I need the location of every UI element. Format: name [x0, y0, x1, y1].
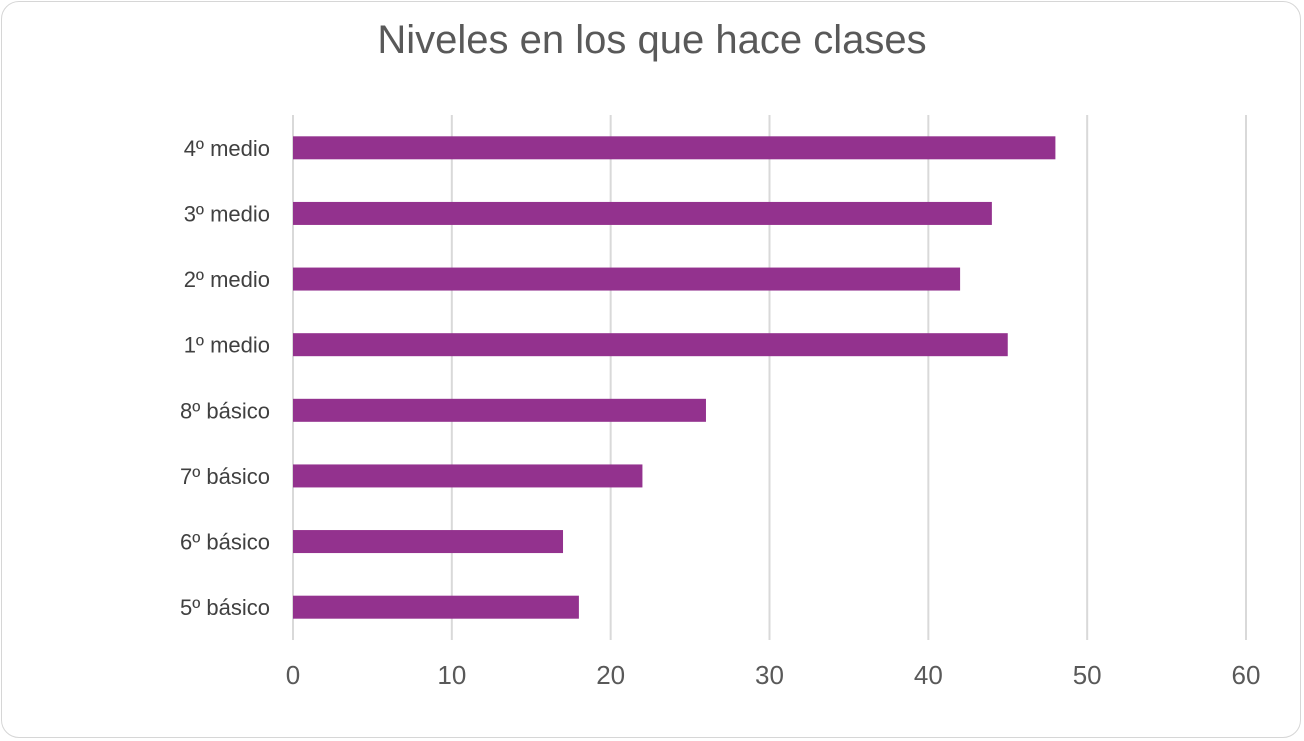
- category-label: 4º medio: [184, 136, 270, 161]
- bar: [293, 333, 1008, 357]
- category-label: 1º medio: [184, 333, 270, 358]
- x-tick-label: 10: [437, 660, 466, 690]
- bar: [293, 530, 564, 554]
- chart-title: Niveles en los que hace clases: [377, 18, 927, 62]
- bar: [293, 136, 1056, 160]
- bar: [293, 398, 706, 422]
- x-tick-label: 40: [914, 660, 943, 690]
- gridlines: [292, 115, 1247, 640]
- x-axis-ticks: 0 10 20 30 40 50 60: [286, 660, 1261, 690]
- bar: [293, 595, 579, 619]
- bar: [293, 267, 961, 291]
- category-label: 2º medio: [184, 267, 270, 292]
- bar: [293, 464, 643, 488]
- category-label: 7º básico: [180, 464, 270, 489]
- x-tick-label: 30: [755, 660, 784, 690]
- category-labels: 5º básico 6º básico 7º básico 8º básico 1º m…: [180, 136, 270, 620]
- x-tick-label: 50: [1073, 660, 1102, 690]
- category-label: 6º básico: [180, 530, 270, 555]
- category-label: 8º básico: [180, 398, 270, 423]
- x-tick-label: 60: [1232, 660, 1261, 690]
- bars: [293, 136, 1056, 619]
- x-tick-label: 0: [286, 660, 300, 690]
- category-label: 5º básico: [180, 595, 270, 620]
- x-tick-label: 20: [596, 660, 625, 690]
- bar: [293, 201, 992, 225]
- category-label: 3º medio: [184, 201, 270, 226]
